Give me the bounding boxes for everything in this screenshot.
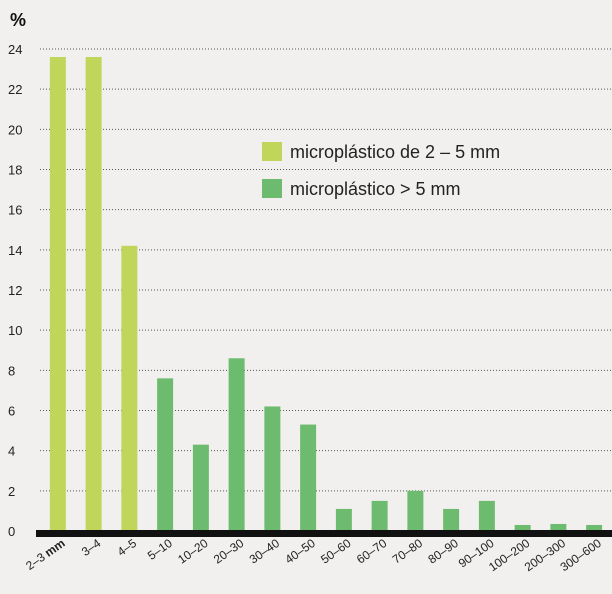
- x-tick-label: 80–90: [425, 536, 461, 567]
- y-tick-label: 0: [8, 524, 15, 539]
- bar-100-200: [514, 524, 531, 531]
- x-tick-label: 5–10: [145, 536, 175, 563]
- bar-300-600: [586, 524, 603, 531]
- x-tick-text: 2–3: [23, 550, 48, 573]
- x-tick-text: 20–30: [211, 536, 247, 567]
- legend-label-small: microplástico de 2 – 5 mm: [290, 142, 500, 162]
- y-tick-label: 10: [8, 323, 22, 338]
- bar-30-40: [264, 406, 281, 531]
- x-tick-label: 40–50: [282, 536, 318, 567]
- x-tick-label: 60–70: [354, 536, 390, 567]
- bars: [49, 57, 603, 532]
- x-tick-label: 300–600: [558, 536, 605, 574]
- x-tick-text: 60–70: [354, 536, 390, 567]
- bar-10-20: [192, 444, 209, 531]
- y-tick-label: 18: [8, 163, 22, 178]
- x-tick-label: 3–4: [79, 536, 104, 559]
- legend-label-large: microplástico > 5 mm: [290, 179, 461, 199]
- x-tick-text: 5–10: [145, 536, 175, 563]
- x-axis-baseline: [36, 530, 612, 537]
- x-tick-text: 10–20: [175, 536, 211, 567]
- x-tick-label: 2–3mm: [23, 536, 67, 573]
- y-tick-label: 2: [8, 484, 15, 499]
- bar-40-50: [300, 424, 317, 531]
- bar-50-60: [335, 508, 352, 531]
- bar-3-4: [85, 57, 102, 532]
- y-tick-label: 4: [8, 444, 15, 459]
- y-tick-label: 22: [8, 82, 22, 97]
- y-tick-label: 24: [8, 42, 22, 57]
- x-tick-text: 3–4: [79, 536, 104, 559]
- bar-80-90: [443, 508, 460, 531]
- x-tick-label: 10–20: [175, 536, 211, 567]
- x-tick-text: 40–50: [282, 536, 318, 567]
- y-tick-label: 12: [8, 283, 22, 298]
- y-tick-label: 14: [8, 243, 22, 258]
- y-tick-label: 20: [8, 122, 22, 137]
- x-tick-text: 300–600: [558, 536, 605, 574]
- bar-200-300: [550, 523, 567, 531]
- x-unit-label: mm: [42, 536, 68, 560]
- x-tick-labels: 2–3mm 3–4 4–5 5–10 10–20 20–30 30–40 40–50 50–60…: [23, 536, 604, 574]
- legend-swatch-small: [262, 142, 282, 161]
- legend: microplástico de 2 – 5 mm microplástico …: [262, 142, 500, 199]
- bar-2-3: [49, 57, 66, 532]
- x-tick-label: 20–30: [211, 536, 247, 567]
- bar-70-80: [407, 490, 424, 531]
- x-tick-label: 70–80: [390, 536, 426, 567]
- bar-4-5: [121, 245, 138, 532]
- y-axis-label: %: [10, 10, 26, 30]
- x-tick-text: 4–5: [115, 536, 140, 559]
- x-tick-text: 70–80: [390, 536, 426, 567]
- gridlines: [40, 48, 612, 492]
- y-tick-label: 8: [8, 363, 15, 378]
- y-tick-label: 6: [8, 404, 15, 419]
- y-tick-label: 16: [8, 203, 22, 218]
- x-tick-label: 4–5: [115, 536, 140, 559]
- x-tick-text: 80–90: [425, 536, 461, 567]
- bar-5-10: [157, 378, 174, 531]
- legend-swatch-large: [262, 179, 282, 198]
- x-tick-label: 30–40: [247, 536, 283, 567]
- x-tick-label: 50–60: [318, 536, 354, 567]
- x-tick-text: 50–60: [318, 536, 354, 567]
- bar-60-70: [371, 500, 388, 531]
- x-tick-text: 30–40: [247, 536, 283, 567]
- bar-20-30: [228, 358, 245, 531]
- bar-90-100: [478, 500, 495, 531]
